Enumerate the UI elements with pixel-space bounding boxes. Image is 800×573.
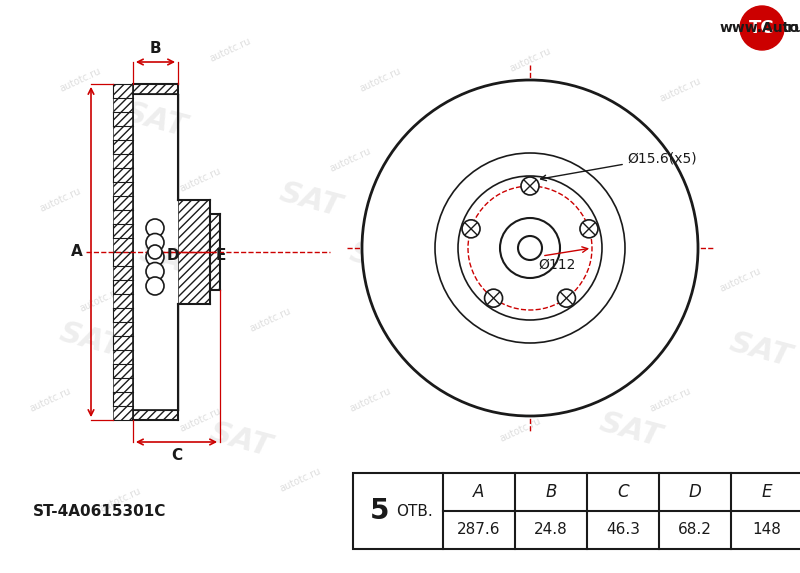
Text: Ø15.6(x5): Ø15.6(x5) xyxy=(627,151,697,165)
Text: TC: TC xyxy=(749,19,775,37)
Text: SAT: SAT xyxy=(466,98,534,142)
Circle shape xyxy=(521,177,539,195)
Text: Ø112: Ø112 xyxy=(538,258,575,272)
Circle shape xyxy=(146,277,164,295)
Text: SAT: SAT xyxy=(595,408,665,452)
Text: SAT: SAT xyxy=(275,178,345,222)
Circle shape xyxy=(146,248,164,266)
Text: autotc.ru: autotc.ru xyxy=(58,66,102,94)
Text: 46.3: 46.3 xyxy=(606,523,640,537)
Circle shape xyxy=(558,289,575,307)
Bar xyxy=(210,214,220,290)
Circle shape xyxy=(148,245,162,259)
Circle shape xyxy=(518,236,542,260)
Text: SAT: SAT xyxy=(726,328,794,372)
Text: 24.8: 24.8 xyxy=(534,523,568,537)
Text: autotc.ru: autotc.ru xyxy=(178,406,222,434)
Text: autotc.ru: autotc.ru xyxy=(248,306,292,334)
Circle shape xyxy=(485,289,502,307)
Text: SAT: SAT xyxy=(346,238,414,282)
Text: 68.2: 68.2 xyxy=(678,523,712,537)
Text: autotc.ru: autotc.ru xyxy=(478,176,522,204)
Text: SAT: SAT xyxy=(55,318,125,362)
Text: autotc.ru: autotc.ru xyxy=(648,386,692,414)
Text: autotc.ru: autotc.ru xyxy=(28,386,72,414)
Text: autotc.ru: autotc.ru xyxy=(628,156,672,184)
Text: autotc.ru: autotc.ru xyxy=(278,466,322,494)
Text: autotc.ru: autotc.ru xyxy=(328,146,372,174)
Text: B: B xyxy=(546,483,557,501)
Circle shape xyxy=(362,80,698,416)
Text: B: B xyxy=(150,41,162,56)
Text: C: C xyxy=(171,448,182,463)
Text: www.Auto: www.Auto xyxy=(720,21,800,35)
Text: SAT: SAT xyxy=(615,198,685,242)
Text: ST-4A0615301C: ST-4A0615301C xyxy=(34,504,166,519)
Circle shape xyxy=(146,219,164,237)
Text: autotc.ru: autotc.ru xyxy=(438,496,482,524)
Text: C: C xyxy=(617,483,629,501)
Text: SAT: SAT xyxy=(135,238,205,282)
Circle shape xyxy=(462,220,480,238)
Text: autotc.ru: autotc.ru xyxy=(598,476,642,504)
Text: autotc.ru: autotc.ru xyxy=(78,286,122,314)
Text: SAT: SAT xyxy=(446,328,514,372)
Text: autotc.ru: autotc.ru xyxy=(498,416,542,444)
Text: autotc.ru: autotc.ru xyxy=(358,66,402,94)
Bar xyxy=(133,84,178,94)
Text: autotc.ru: autotc.ru xyxy=(98,486,142,514)
Text: 287.6: 287.6 xyxy=(458,523,501,537)
Circle shape xyxy=(580,220,598,238)
Bar xyxy=(113,84,133,420)
Bar xyxy=(353,473,800,549)
Text: autotc.ru: autotc.ru xyxy=(38,186,82,214)
Text: 5: 5 xyxy=(370,497,390,525)
Text: autotc.ru: autotc.ru xyxy=(408,276,452,304)
Text: D: D xyxy=(167,249,180,264)
Bar xyxy=(178,200,210,304)
Text: E: E xyxy=(216,249,226,264)
Text: .ru: .ru xyxy=(783,21,800,35)
Text: A: A xyxy=(474,483,485,501)
Circle shape xyxy=(435,153,625,343)
Text: autotc.ru: autotc.ru xyxy=(568,296,612,324)
Text: autotc.ru: autotc.ru xyxy=(738,496,782,524)
Circle shape xyxy=(500,218,560,278)
Text: ОТВ.: ОТВ. xyxy=(396,504,433,519)
Text: autotc.ru: autotc.ru xyxy=(348,386,392,414)
Text: A: A xyxy=(71,245,83,260)
Text: autotc.ru: autotc.ru xyxy=(208,36,252,64)
Circle shape xyxy=(146,262,164,281)
Text: SAT: SAT xyxy=(206,418,274,462)
Text: autotc.ru: autotc.ru xyxy=(508,46,552,74)
Circle shape xyxy=(458,176,602,320)
Text: autotc.ru: autotc.ru xyxy=(658,76,702,104)
Text: E: E xyxy=(762,483,772,501)
Text: SAT: SAT xyxy=(121,98,190,142)
Text: autotc.ru: autotc.ru xyxy=(718,266,762,294)
Circle shape xyxy=(740,6,784,50)
Text: autotc.ru: autotc.ru xyxy=(178,166,222,194)
Circle shape xyxy=(146,234,164,252)
Bar xyxy=(133,410,178,420)
Text: 148: 148 xyxy=(753,523,782,537)
Text: D: D xyxy=(689,483,702,501)
